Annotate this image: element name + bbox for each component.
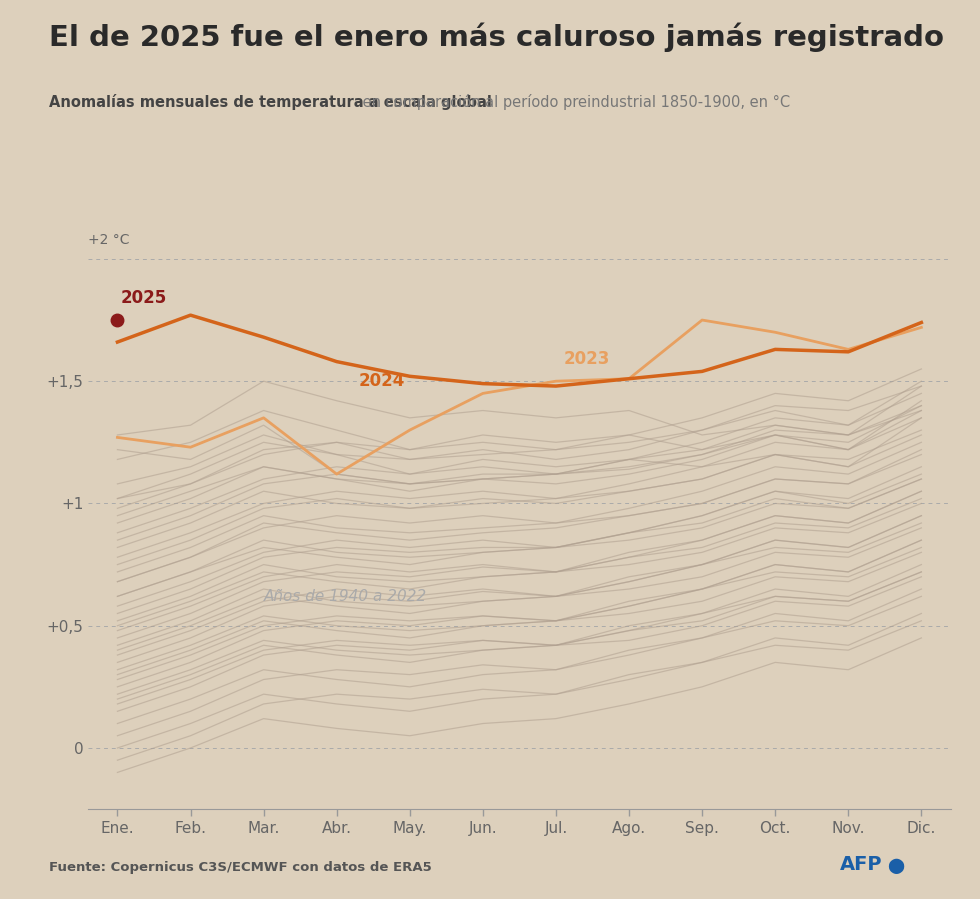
Text: en comparación al período preindustrial 1850-1900, en °C: en comparación al período preindustrial …	[358, 94, 790, 111]
Text: Fuente: Copernicus C3S/ECMWF con datos de ERA5: Fuente: Copernicus C3S/ECMWF con datos d…	[49, 861, 432, 874]
Text: 2025: 2025	[122, 289, 168, 307]
Text: El de 2025 fue el enero más caluroso jamás registrado: El de 2025 fue el enero más caluroso jam…	[49, 22, 944, 52]
Text: 2023: 2023	[564, 350, 610, 368]
Text: Anomalías mensuales de temperatura a escala global: Anomalías mensuales de temperatura a esc…	[49, 94, 492, 111]
Text: +2 °C: +2 °C	[88, 233, 129, 246]
Text: AFP: AFP	[840, 855, 882, 874]
Text: ⬤: ⬤	[887, 859, 904, 874]
Text: 2024: 2024	[359, 372, 405, 390]
Text: Años de 1940 a 2022: Años de 1940 a 2022	[264, 589, 427, 604]
